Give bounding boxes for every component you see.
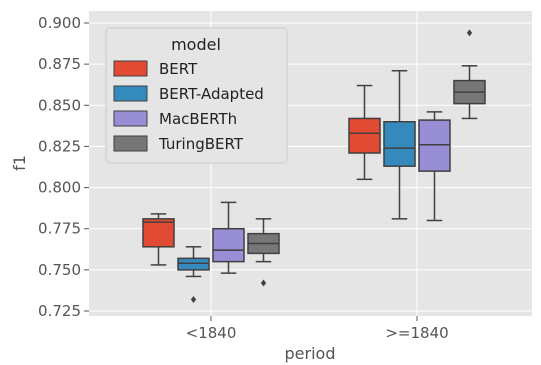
y-tick-label: 0.725: [38, 302, 81, 320]
y-tick-label: 0.775: [38, 220, 81, 238]
legend-item: BERT-Adapted: [113, 85, 264, 103]
outlier-point: [260, 279, 267, 287]
box-body: [177, 257, 210, 271]
y-axis: 0.725 0.750 0.775 0.800 0.825 0.850 0.875 0.900: [38, 14, 89, 320]
legend-items: BERT BERT-Adapted MacBERTh TuringBERT: [113, 60, 264, 153]
legend-label: TuringBERT: [158, 135, 244, 153]
legend-frame: [105, 27, 288, 164]
y-tick-label: 0.750: [38, 261, 81, 279]
legend-swatch: [113, 110, 148, 127]
legend-label: BERT: [159, 60, 198, 78]
box-body: [348, 117, 381, 154]
legend-item: BERT: [113, 60, 198, 78]
box-bert-adapted-2: [383, 69, 416, 220]
box-body: [383, 120, 416, 167]
y-tick-label: 0.900: [38, 14, 81, 32]
y-tick-label: 0.850: [38, 96, 81, 114]
y-tick-label: 0.875: [38, 55, 81, 73]
legend-label: MacBERTh: [159, 110, 237, 128]
box-body: [212, 227, 245, 263]
box-turingbert-1: [247, 218, 280, 287]
legend-swatch: [113, 85, 148, 102]
y-tick-label: 0.800: [38, 179, 81, 197]
box-turingbert-2: [453, 29, 486, 120]
x-axis-label: period: [285, 344, 336, 363]
legend-swatch: [113, 135, 148, 152]
legend-item: MacBERTh: [113, 110, 237, 128]
outlier-point: [190, 295, 197, 303]
legend-swatch: [113, 60, 148, 77]
legend-title: model: [171, 35, 221, 54]
y-axis-label: f1: [10, 155, 29, 171]
box-body: [142, 218, 175, 248]
box-bert-1: [142, 213, 175, 266]
box-bert-adapted-1: [177, 246, 210, 303]
x-tick-label: <1840: [186, 324, 237, 342]
box-body: [418, 119, 451, 172]
legend: model BERT BERT-Adapted MacBERTh TuringBERT: [105, 27, 288, 164]
x-axis: <1840 >=1840: [186, 316, 449, 342]
x-tick-label: >=1840: [385, 324, 448, 342]
box-macberth-1: [212, 201, 245, 274]
y-tick-label: 0.825: [38, 137, 81, 155]
box-bert-2: [348, 84, 381, 181]
box-groups: [142, 29, 486, 303]
outlier-point: [466, 29, 473, 37]
box-macberth-2: [418, 111, 451, 222]
legend-label: BERT-Adapted: [159, 85, 264, 103]
legend-item: TuringBERT: [113, 135, 244, 153]
